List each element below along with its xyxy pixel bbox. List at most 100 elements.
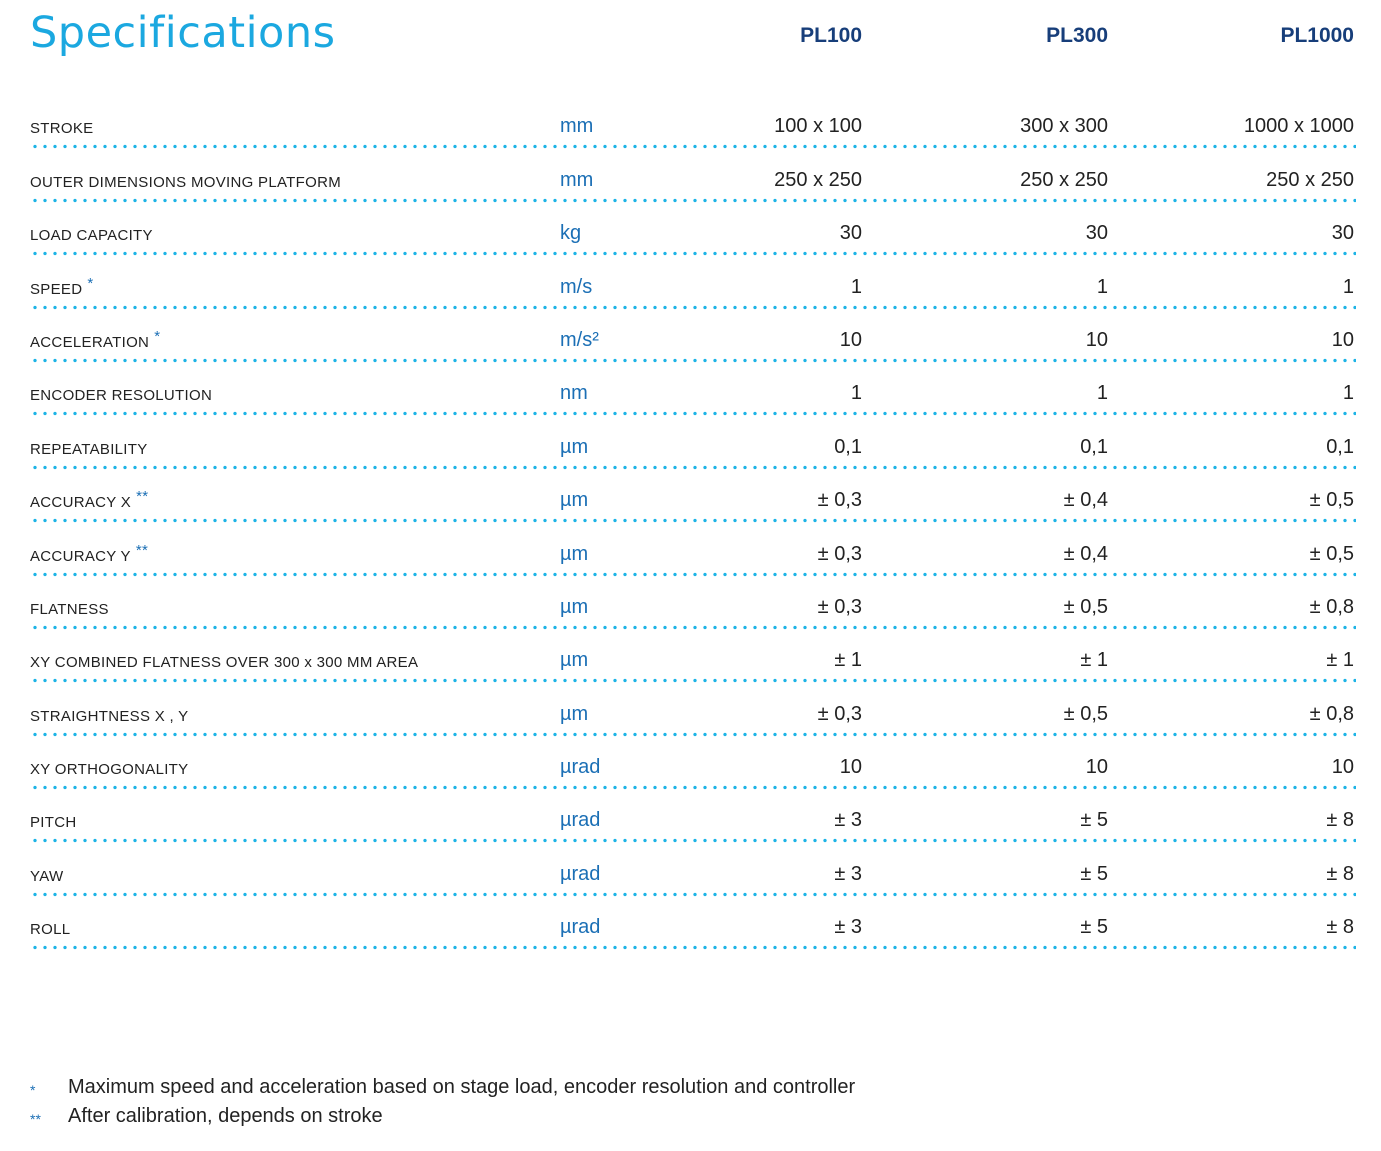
row-label: SPEED * xyxy=(30,275,94,298)
row-unit: kg xyxy=(560,222,582,245)
row-value-pl100: 10 xyxy=(839,756,862,779)
row-unit: m/s xyxy=(560,275,593,298)
row-value-pl300: ± 5 xyxy=(1080,916,1108,939)
footnote-text: Maximum speed and acceleration based on … xyxy=(68,1076,856,1098)
footnote-star: * xyxy=(87,274,94,292)
dotted-divider xyxy=(30,197,1356,203)
table-row: YAW µrad ± 3 ± 5 ± 8 xyxy=(30,843,1356,897)
row-label-text: ROLL xyxy=(30,921,71,939)
dotted-divider xyxy=(30,678,1356,684)
row-value-pl100: ± 3 xyxy=(834,862,862,885)
row-value-pl100: ± 3 xyxy=(834,916,862,939)
row-label: XY COMBINED FLATNESS OVER 300 x 300 MM A… xyxy=(30,654,418,671)
row-value-pl300: 1 xyxy=(1096,275,1108,298)
row-unit: µm xyxy=(560,542,589,565)
row-value-pl300: 10 xyxy=(1085,756,1108,779)
row-value-pl300: ± 5 xyxy=(1080,862,1108,885)
dotted-divider xyxy=(30,464,1356,470)
row-value-pl1000: ± 0,5 xyxy=(1309,489,1354,512)
row-value-pl300: ± 0,5 xyxy=(1063,595,1108,618)
dotted-divider xyxy=(30,357,1356,363)
row-value-pl1000: ± 1 xyxy=(1326,649,1354,672)
table-row: ACCURACY X ** µm ± 0,3 ± 0,4 ± 0,5 xyxy=(30,470,1356,524)
column-header-pl1000: PL1000 xyxy=(1280,24,1354,47)
row-label: OUTER DIMENSIONS MOVING PLATFORM xyxy=(30,174,341,191)
row-value-pl100: 30 xyxy=(839,222,862,245)
row-label-text: ACCURACY X xyxy=(30,494,132,512)
row-value-pl100: 100 x 100 xyxy=(774,115,862,138)
row-value-pl100: 1 xyxy=(850,382,862,405)
row-value-pl1000: ± 0,8 xyxy=(1309,702,1354,725)
row-value-pl100: ± 0,3 xyxy=(817,702,862,725)
dotted-divider xyxy=(30,838,1356,844)
row-label-text: ACCELERATION xyxy=(30,333,150,351)
row-value-pl100: ± 1 xyxy=(834,649,862,672)
row-value-pl1000: 1000 x 1000 xyxy=(1243,115,1354,138)
row-value-pl300: 250 x 250 xyxy=(1020,168,1108,191)
row-value-pl300: ± 5 xyxy=(1080,809,1108,832)
row-unit: µrad xyxy=(560,756,601,779)
row-label: ACCELERATION * xyxy=(30,328,160,351)
row-value-pl100: ± 3 xyxy=(834,809,862,832)
row-value-pl1000: ± 0,8 xyxy=(1309,595,1354,618)
row-label-text: XY ORTHOGONALITY xyxy=(30,761,189,779)
table-row: STRAIGHTNESS X , Y µm ± 0,3 ± 0,5 ± 0,8 xyxy=(30,683,1356,737)
table-row: STROKE mm 100 x 100 300 x 300 1000 x 1000 xyxy=(30,96,1356,150)
row-label-text: FLATNESS xyxy=(30,600,109,618)
row-label: YAW xyxy=(30,868,63,885)
row-value-pl1000: 30 xyxy=(1331,222,1354,245)
row-label-text: STROKE xyxy=(30,120,94,138)
row-value-pl300: 30 xyxy=(1085,222,1108,245)
table-row: ROLL µrad ± 3 ± 5 ± 8 xyxy=(30,897,1356,951)
row-label: ACCURACY X ** xyxy=(30,488,148,512)
row-unit: µm xyxy=(560,489,589,512)
row-label: FLATNESS xyxy=(30,601,109,618)
footnote-star: ** xyxy=(135,541,149,559)
page-title: Specifications xyxy=(30,8,336,58)
row-value-pl100: 250 x 250 xyxy=(774,168,862,191)
row-label: STRAIGHTNESS X , Y xyxy=(30,708,189,725)
row-value-pl100: 10 xyxy=(839,328,862,351)
table-row: PITCH µrad ± 3 ± 5 ± 8 xyxy=(30,790,1356,844)
dotted-divider xyxy=(30,571,1356,577)
row-value-pl300: ± 0,4 xyxy=(1063,489,1108,512)
row-value-pl1000: 1 xyxy=(1342,382,1354,405)
row-value-pl100: ± 0,3 xyxy=(817,542,862,565)
row-label-text: REPEATABILITY xyxy=(30,440,148,458)
footnote-text: After calibration, depends on stroke xyxy=(68,1105,383,1127)
row-value-pl1000: 10 xyxy=(1331,328,1354,351)
row-value-pl1000: ± 0,5 xyxy=(1309,542,1354,565)
row-value-pl1000: 0,1 xyxy=(1326,435,1354,458)
row-label: PITCH xyxy=(30,814,77,831)
row-unit: nm xyxy=(560,382,588,405)
specifications-table: STROKE mm 100 x 100 300 x 300 1000 x 1000 OUT… xyxy=(30,96,1356,951)
dotted-divider xyxy=(30,411,1356,417)
row-label: STROKE xyxy=(30,120,93,137)
dotted-divider xyxy=(30,251,1356,257)
footnote-star: * xyxy=(154,327,161,345)
table-row: ACCURACY Y ** µm ± 0,3 ± 0,4 ± 0,5 xyxy=(30,523,1356,577)
row-label-text: SPEED xyxy=(30,280,83,298)
row-label: REPEATABILITY xyxy=(30,441,148,458)
table-row: LOAD CAPACITY kg 30 30 30 xyxy=(30,203,1356,257)
table-row: SPEED * m/s 1 1 1 xyxy=(30,256,1356,310)
row-value-pl1000: 1 xyxy=(1342,275,1354,298)
footnote-mark: ** xyxy=(30,1111,41,1127)
row-value-pl300: ± 1 xyxy=(1080,649,1108,672)
row-label-text: PITCH xyxy=(30,814,77,832)
row-label-text: XY COMBINED FLATNESS OVER 300 x 300 MM A… xyxy=(30,654,419,672)
column-header-pl300: PL300 xyxy=(1046,24,1108,47)
table-row: REPEATABILITY µm 0,1 0,1 0,1 xyxy=(30,416,1356,470)
row-value-pl300: ± 0,5 xyxy=(1063,702,1108,725)
dotted-divider xyxy=(30,144,1356,150)
table-row: XY COMBINED FLATNESS OVER 300 x 300 MM A… xyxy=(30,630,1356,684)
table-row: XY ORTHOGONALITY µrad 10 10 10 xyxy=(30,737,1356,791)
table-row: FLATNESS µm ± 0,3 ± 0,5 ± 0,8 xyxy=(30,577,1356,630)
row-value-pl100: 0,1 xyxy=(834,435,862,458)
row-value-pl1000: ± 8 xyxy=(1326,809,1354,832)
dotted-divider xyxy=(30,945,1356,951)
row-value-pl100: 1 xyxy=(850,275,862,298)
row-unit: mm xyxy=(560,168,594,191)
table-row: ENCODER RESOLUTION nm 1 1 1 xyxy=(30,363,1356,417)
footnote-mark: * xyxy=(30,1082,36,1098)
